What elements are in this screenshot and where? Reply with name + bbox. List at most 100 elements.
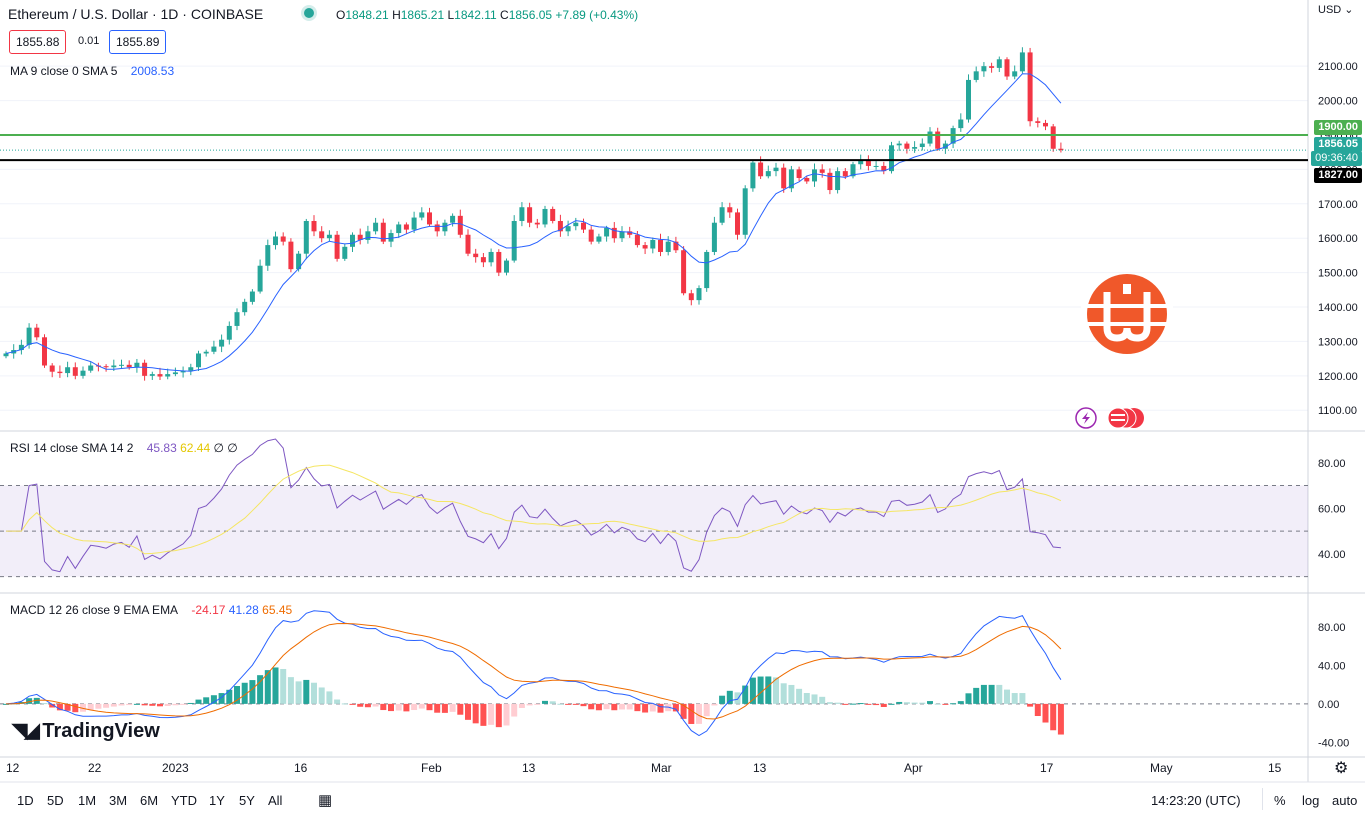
macd-histogram-bar — [218, 693, 225, 704]
timeframe-button-1m[interactable]: 1M — [78, 793, 97, 808]
macd-histogram-bar — [403, 703, 410, 712]
macd-pane — [0, 610, 1308, 737]
candle-body — [334, 234, 340, 259]
horizontal-lines[interactable] — [0, 133, 1308, 162]
time-axis[interactable]: 12 22 2023 16 Feb 13 Mar 13 Apr 17 May 15 — [6, 761, 1282, 775]
candle-body — [673, 241, 679, 251]
us-flag-events-icon[interactable] — [1107, 407, 1144, 429]
timeframe-button-all[interactable]: All — [268, 793, 283, 808]
timeframe-button-3m[interactable]: 3M — [109, 793, 128, 808]
spread-value: 0.01 — [78, 35, 100, 47]
price-axis-label: 1700.00 — [1318, 199, 1358, 211]
price-axis-label: 1100.00 — [1318, 405, 1357, 417]
macd-legend[interactable]: MACD 12 26 close 9 EMA EMA -24.17 41.28 … — [10, 603, 292, 617]
rsi-legend-value: 45.83 — [146, 441, 177, 455]
candle-body — [942, 143, 948, 149]
buy-price-button[interactable]: 1855.89 — [109, 30, 167, 54]
candle-body — [488, 251, 494, 263]
candle-body — [865, 160, 871, 166]
candle-body — [57, 371, 63, 374]
candle-body — [3, 353, 9, 357]
macd-histogram-bar — [880, 703, 887, 707]
candle-body — [773, 167, 779, 172]
candle-body — [1058, 148, 1064, 151]
candle-body — [480, 257, 486, 263]
candle-body — [765, 171, 771, 177]
ma-series-line — [5, 73, 1062, 372]
macd-histogram-bar — [295, 681, 302, 704]
timeframe-button-5d[interactable]: 5D — [47, 793, 64, 808]
macd-histogram-bar — [64, 703, 71, 711]
time-axis-label: 17 — [1040, 761, 1054, 775]
macd-histogram-bar — [896, 701, 903, 704]
candle-body — [858, 160, 864, 165]
tradingview-logo[interactable]: ◥◢ TradingView — [12, 718, 160, 743]
candle-body — [242, 301, 248, 313]
macd-histogram-bar — [942, 703, 949, 705]
rsi-line — [6, 438, 1061, 573]
macd-histogram-bar — [80, 703, 86, 712]
macd-histogram-bar — [542, 700, 548, 704]
macd-histogram-bar — [572, 703, 579, 705]
candle-body — [711, 222, 717, 252]
candle-body — [504, 260, 509, 273]
log-toggle[interactable]: log — [1302, 793, 1320, 808]
macd-histogram-bar — [857, 703, 864, 705]
auto-toggle[interactable]: auto — [1332, 793, 1358, 808]
candle-body — [373, 222, 379, 232]
timeframe-button-5y[interactable]: 5Y — [239, 793, 255, 808]
macd-histogram-bar — [41, 703, 48, 705]
macd-histogram-bar — [557, 703, 564, 705]
rsi-legend[interactable]: RSI 14 close SMA 14 2 45.83 62.44 ∅ ∅ — [10, 441, 238, 455]
macd-signal-line — [5, 622, 1062, 720]
candle-body — [604, 227, 610, 237]
gear-icon[interactable]: ⚙ — [1334, 760, 1349, 777]
ohlc-readout: O1848.21 H1865.21 L1842.11 C1856.05 +7.8… — [336, 8, 638, 22]
candle-body — [249, 291, 255, 302]
chart-title[interactable]: Ethereum / U.S. Dollar · 1D · COINBASE — [8, 6, 264, 22]
percent-toggle[interactable]: % — [1274, 793, 1286, 808]
candle-body — [511, 221, 517, 261]
price-axis-label: 2000.00 — [1318, 96, 1358, 108]
macd-axis-label: 0.00 — [1318, 699, 1339, 711]
timeframe-button-ytd[interactable]: YTD — [171, 793, 197, 808]
utc-clock[interactable]: 14:23:20 (UTC) — [1151, 793, 1241, 808]
macd-histogram-bar — [927, 701, 933, 704]
macd-histogram-bar — [626, 703, 633, 710]
macd-histogram-bar — [934, 703, 941, 705]
currency-selector[interactable]: USD ⌄ — [1318, 3, 1354, 16]
macd-legend-name: MACD 12 26 close 9 EMA EMA — [10, 603, 179, 617]
macd-histogram-bar — [164, 703, 171, 706]
candle-body — [180, 370, 186, 373]
timeframe-button-1y[interactable]: 1Y — [209, 793, 225, 808]
sell-price-button[interactable]: 1855.88 — [9, 30, 67, 54]
lightning-icon[interactable] — [1075, 407, 1097, 429]
macd-histogram-bar — [996, 684, 1003, 704]
candle-body — [650, 239, 656, 249]
candle-body — [1012, 71, 1018, 77]
macd-histogram-bar — [49, 703, 56, 708]
ma-legend[interactable]: MA 9 close 0 SMA 5 2008.53 — [10, 64, 174, 78]
candle-body — [157, 374, 163, 377]
candle-body — [427, 212, 432, 225]
candle-body — [581, 222, 586, 230]
candle-body — [72, 367, 78, 376]
macd-histogram-bar — [488, 703, 495, 725]
candle-body — [450, 215, 456, 223]
date-range-calendar-icon[interactable]: ▦ — [318, 792, 333, 809]
candle-body — [219, 339, 225, 347]
candle-body — [889, 145, 894, 172]
timeframe-button-6m[interactable]: 6M — [140, 793, 159, 808]
timeframe-button-1d[interactable]: 1D — [17, 793, 34, 808]
candle-body — [1035, 121, 1041, 123]
macd-histogram-bar — [357, 703, 364, 707]
candle-body — [981, 66, 987, 72]
high-label: H — [392, 8, 401, 22]
macd-histogram-bar — [726, 690, 733, 704]
macd-histogram-bar — [334, 699, 341, 704]
macd-histogram-bar — [126, 703, 133, 706]
close-value: 1856.05 — [508, 8, 553, 22]
candle-body — [411, 217, 417, 230]
candle-body — [149, 374, 155, 376]
